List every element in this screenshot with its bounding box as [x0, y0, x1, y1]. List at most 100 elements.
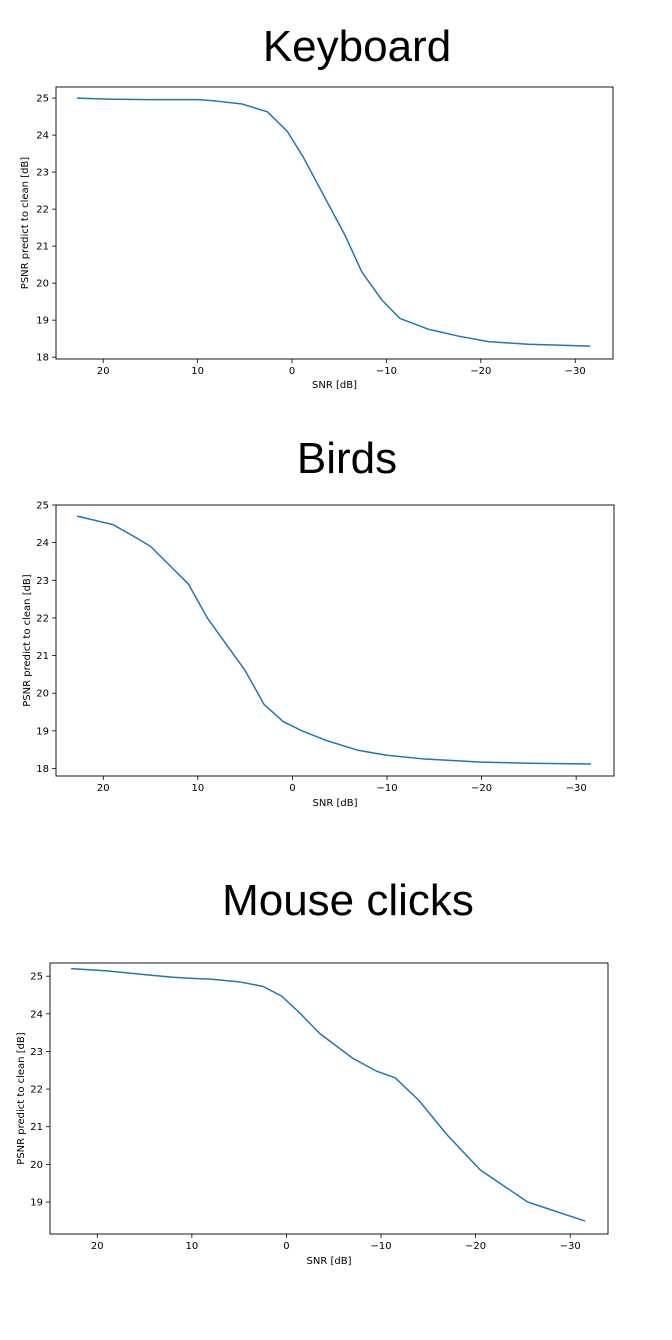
data-point [241, 103, 243, 105]
data-point [324, 197, 326, 199]
y-tick-label: 19 [36, 726, 49, 737]
data-point [399, 317, 401, 319]
data-point [446, 1134, 448, 1136]
x-tick-label: −20 [470, 366, 491, 377]
y-tick-label: 19 [36, 316, 49, 327]
data-point [207, 617, 209, 619]
x-axis-label: SNR [dB] [312, 380, 357, 391]
y-axis-label: PSNR predict to clean [dB] [16, 1032, 27, 1165]
data-point [584, 1220, 586, 1222]
data-point [488, 341, 490, 343]
chart-svg: 20 10 0 −10 −20 −30 18 19 20 21 22 23 24 25 SNR [dB] PS… [22, 501, 615, 809]
chart-svg: 20 10 0 −10 −20 −30 18 19 20 21 22 23 24 25 SNR [dB] PS… [20, 86, 614, 391]
data-point [589, 345, 591, 347]
y-tick-label: 25 [36, 94, 49, 105]
data-point [131, 534, 133, 536]
data-point [112, 98, 114, 100]
y-tick-label: 18 [36, 764, 49, 775]
data-point [71, 968, 73, 970]
data-point [188, 583, 190, 585]
data-point [344, 234, 346, 236]
x-axis-label: SNR [dB] [307, 1256, 352, 1267]
chart-panel-keyboard: Keyboard 20 10 0 −10 −20 −30 18 19 20 21 22 23 24 25 S… [0, 0, 672, 420]
y-tick-label: 22 [36, 613, 49, 624]
data-point [481, 761, 483, 763]
chart-svg: 20 10 0 −10 −20 −30 19 20 21 22 23 24 25 SNR [dB] PSNR… [16, 962, 609, 1267]
data-point [216, 100, 218, 102]
data-point [263, 704, 265, 706]
data-point [112, 524, 114, 526]
data-point [77, 515, 79, 517]
y-axis-label: PSNR predict to clean [dB] [20, 157, 31, 290]
series-line [70, 967, 586, 1222]
data-point [457, 335, 459, 337]
y-tick-label: 24 [36, 538, 49, 549]
data-point [381, 299, 383, 301]
data-point [144, 974, 146, 976]
data-point [325, 739, 327, 741]
data-point [301, 730, 303, 732]
data-point [197, 99, 199, 101]
chart-panel-birds: Birds 20 10 0 −10 −20 −30 18 19 20 21 22 23 24 25 SNR … [0, 420, 672, 840]
chart-title: Birds [296, 434, 398, 483]
data-point [361, 271, 363, 273]
x-tick-label: −10 [370, 1241, 391, 1252]
y-tick-label: 20 [36, 279, 49, 290]
x-tick-label: 10 [185, 1241, 198, 1252]
data-point [106, 970, 108, 972]
x-tick-label: 10 [191, 783, 204, 794]
y-axis-label: PSNR predict to clean [dB] [22, 574, 33, 707]
x-axis-label: SNR [dB] [313, 798, 358, 809]
data-point [358, 750, 360, 752]
y-tick-label: 19 [30, 1198, 43, 1209]
data-point [375, 1070, 377, 1072]
axes-frame [49, 962, 609, 1235]
y-tick-label: 21 [36, 242, 49, 253]
x-tick-label: −30 [560, 1241, 581, 1252]
data-point [303, 157, 305, 159]
y-tick-label: 18 [36, 353, 49, 364]
data-point [262, 986, 264, 988]
data-point [428, 329, 430, 331]
data-point [77, 97, 79, 99]
data-point [244, 670, 246, 672]
x-tick-label: −10 [376, 783, 397, 794]
x-tick-label: −30 [565, 366, 586, 377]
data-point [287, 131, 289, 133]
series-line [76, 97, 591, 347]
data-point [172, 977, 174, 979]
data-point [225, 643, 227, 645]
chart-title: Mouse clicks [222, 876, 474, 925]
data-point [169, 564, 171, 566]
x-tick-label: 20 [91, 1241, 104, 1252]
series-line [76, 515, 592, 765]
y-tick-label: 24 [36, 131, 49, 142]
y-tick-label: 22 [36, 205, 49, 216]
data-point [590, 763, 592, 765]
data-point [386, 755, 388, 757]
data-point [191, 978, 193, 980]
x-tick-label: −30 [566, 783, 587, 794]
data-point [319, 1033, 321, 1035]
x-tick-label: −20 [471, 783, 492, 794]
data-point [480, 1169, 482, 1171]
y-tick-label: 23 [30, 1047, 43, 1058]
data-point [352, 1057, 354, 1059]
chart-title: Keyboard [262, 22, 452, 71]
data-point [560, 345, 562, 347]
data-point [281, 995, 283, 997]
data-point [527, 1201, 529, 1203]
y-tick-label: 21 [36, 651, 49, 662]
x-tick-label: 0 [289, 366, 295, 377]
y-tick-label: 20 [30, 1160, 43, 1171]
y-tick-label: 22 [30, 1085, 43, 1096]
data-point [145, 99, 147, 101]
data-point [267, 111, 269, 113]
y-tick-label: 23 [36, 576, 49, 587]
data-point [210, 978, 212, 980]
y-tick-label: 25 [30, 972, 43, 983]
data-point [528, 762, 530, 764]
axes-frame [55, 504, 615, 777]
data-point [424, 758, 426, 760]
data-point [282, 721, 284, 723]
